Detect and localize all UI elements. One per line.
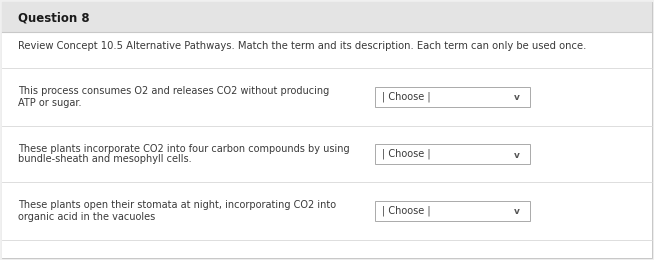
Text: These plants incorporate CO2 into four carbon compounds by using: These plants incorporate CO2 into four c… bbox=[18, 144, 350, 153]
Text: ATP or sugar.: ATP or sugar. bbox=[18, 98, 82, 107]
FancyBboxPatch shape bbox=[2, 32, 652, 258]
Text: v: v bbox=[514, 151, 520, 159]
FancyBboxPatch shape bbox=[375, 201, 530, 221]
Text: Review Concept 10.5 Alternative Pathways. Match the term and its description. Ea: Review Concept 10.5 Alternative Pathways… bbox=[18, 41, 587, 51]
Text: These plants open their stomata at night, incorporating CO2 into: These plants open their stomata at night… bbox=[18, 200, 336, 211]
Text: v: v bbox=[514, 207, 520, 217]
Text: | Choose |: | Choose | bbox=[382, 149, 430, 159]
Text: organic acid in the vacuoles: organic acid in the vacuoles bbox=[18, 211, 155, 222]
Text: bundle-sheath and mesophyll cells.: bundle-sheath and mesophyll cells. bbox=[18, 154, 192, 165]
FancyBboxPatch shape bbox=[2, 2, 652, 258]
Text: This process consumes O2 and releases CO2 without producing: This process consumes O2 and releases CO… bbox=[18, 87, 329, 96]
FancyBboxPatch shape bbox=[2, 2, 652, 32]
FancyBboxPatch shape bbox=[375, 144, 530, 164]
Text: v: v bbox=[514, 94, 520, 102]
Text: Question 8: Question 8 bbox=[18, 11, 90, 24]
FancyBboxPatch shape bbox=[375, 87, 530, 107]
Text: | Choose |: | Choose | bbox=[382, 206, 430, 216]
Text: | Choose |: | Choose | bbox=[382, 92, 430, 102]
